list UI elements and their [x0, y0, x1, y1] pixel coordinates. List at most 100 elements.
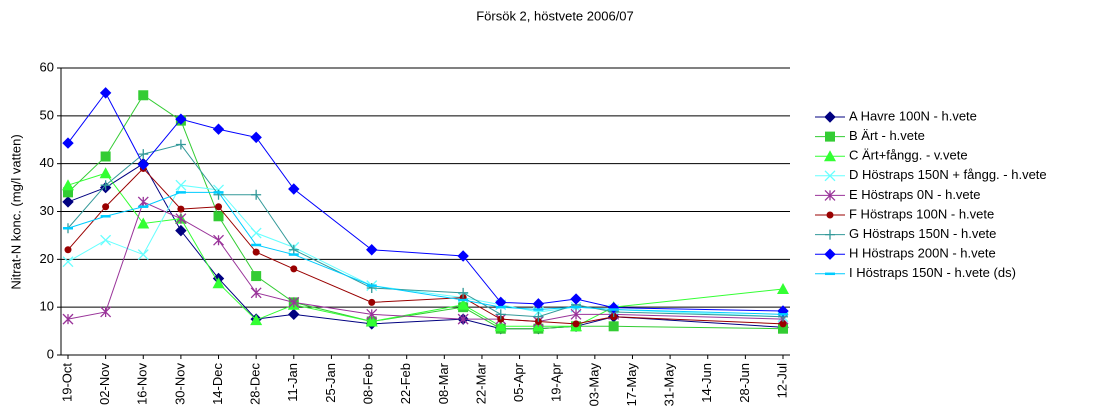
x-tick-label: 19-Oct	[59, 363, 74, 402]
marker	[99, 87, 112, 99]
series-line	[67, 167, 784, 325]
x-tick-label: 08-Feb	[360, 363, 375, 404]
marker	[175, 179, 187, 191]
x-tick-label: 14-Jun	[699, 363, 714, 403]
marker	[64, 246, 72, 254]
marker	[250, 287, 262, 299]
legend-item: D Höstraps 150N + fångg. - h.vete	[815, 167, 1047, 182]
x-tick-label: 28-Jun	[737, 363, 752, 403]
marker	[63, 187, 73, 198]
marker	[365, 315, 378, 327]
marker	[62, 137, 74, 149]
marker	[778, 323, 788, 334]
x-tick-label: 16-Nov	[135, 363, 150, 405]
x-tick-label: 02-Nov	[97, 363, 112, 405]
x-tick-label: 11-Jan	[285, 363, 300, 402]
marker	[457, 313, 469, 325]
marker	[608, 321, 619, 332]
marker	[100, 306, 112, 318]
marker	[288, 244, 299, 255]
y-tick-label: 60	[40, 59, 54, 74]
marker	[100, 234, 112, 246]
marker	[458, 287, 469, 298]
marker	[824, 189, 836, 201]
marker	[368, 298, 376, 306]
marker	[779, 320, 787, 328]
marker	[177, 205, 185, 213]
marker	[100, 151, 111, 162]
legend-label: E Höstraps 0N - h.vete	[849, 187, 981, 202]
series-line	[67, 162, 784, 330]
marker	[290, 265, 298, 273]
marker	[175, 139, 186, 150]
x-tick-label: 12-Jul	[774, 363, 789, 399]
series	[63, 191, 788, 316]
y-axis-label: Nitrat-N konc. (mg/l vatten)	[8, 134, 23, 289]
x-tick-label: 22-Mar	[473, 362, 488, 404]
marker	[251, 271, 262, 282]
marker	[250, 227, 262, 239]
legend-item: A Havre 100N - h.vete	[815, 108, 977, 123]
marker	[175, 213, 187, 225]
marker	[824, 248, 836, 260]
marker	[138, 90, 149, 101]
legend-item: G Höstraps 150N - h.vete	[815, 226, 996, 241]
marker	[62, 196, 74, 208]
marker	[175, 113, 187, 125]
marker	[252, 248, 260, 256]
legend-item: E Höstraps 0N - h.vete	[815, 187, 981, 202]
marker	[288, 296, 300, 308]
marker	[825, 229, 835, 240]
legend-label: D Höstraps 150N + fångg. - h.vete	[849, 167, 1047, 182]
marker	[137, 217, 150, 229]
marker	[777, 282, 789, 294]
x-tick-label: 14-Dec	[210, 363, 225, 405]
marker	[251, 189, 262, 200]
series-line	[67, 191, 784, 315]
y-tick-label: 50	[40, 107, 54, 122]
marker	[215, 203, 223, 211]
legend-item: I Höstraps 150N - h.vete (ds)	[815, 265, 1016, 280]
x-tick-label: 17-May	[624, 363, 639, 407]
marker	[457, 298, 470, 310]
x-tick-label: 05-Apr	[511, 362, 526, 402]
marker	[826, 211, 834, 219]
legend-label: A Havre 100N - h.vete	[849, 108, 977, 123]
marker	[366, 244, 378, 256]
marker	[212, 123, 225, 135]
marker	[138, 149, 149, 160]
x-tick-label: 08-Mar	[436, 362, 451, 404]
marker	[137, 249, 149, 261]
marker	[494, 320, 507, 332]
legend-label: H Höstraps 200N - h.vete	[849, 246, 996, 261]
marker	[824, 111, 836, 123]
marker	[62, 256, 74, 268]
marker	[533, 311, 544, 322]
x-tick-label: 28-Dec	[248, 363, 263, 405]
marker	[457, 250, 469, 262]
marker	[102, 203, 110, 211]
marker	[137, 158, 149, 171]
y-tick-label: 30	[40, 203, 54, 218]
legend-label: G Höstraps 150N - h.vete	[849, 226, 996, 241]
series-line	[67, 91, 784, 312]
x-tick-label: 25-Jan	[323, 363, 338, 403]
x-tick-label: 19-Apr	[549, 362, 564, 402]
chart-title: Försök 2, höstvete 2006/07	[476, 8, 634, 23]
marker	[572, 320, 580, 328]
legend-item: B Ärt - h.vete	[815, 128, 925, 143]
marker	[825, 131, 835, 142]
series-line	[67, 172, 784, 327]
marker	[824, 150, 836, 162]
marker	[99, 167, 112, 179]
marker	[212, 277, 225, 289]
x-tick-label: 31-May	[662, 363, 677, 407]
legend-label: I Höstraps 150N - h.vete (ds)	[849, 265, 1016, 280]
marker	[495, 309, 506, 320]
x-tick-label: 03-May	[586, 363, 601, 407]
legend-label: C Ärt+fångg. - v.vete	[849, 148, 968, 163]
y-tick-label: 0	[47, 346, 54, 361]
marker	[213, 211, 224, 222]
marker	[213, 234, 224, 246]
